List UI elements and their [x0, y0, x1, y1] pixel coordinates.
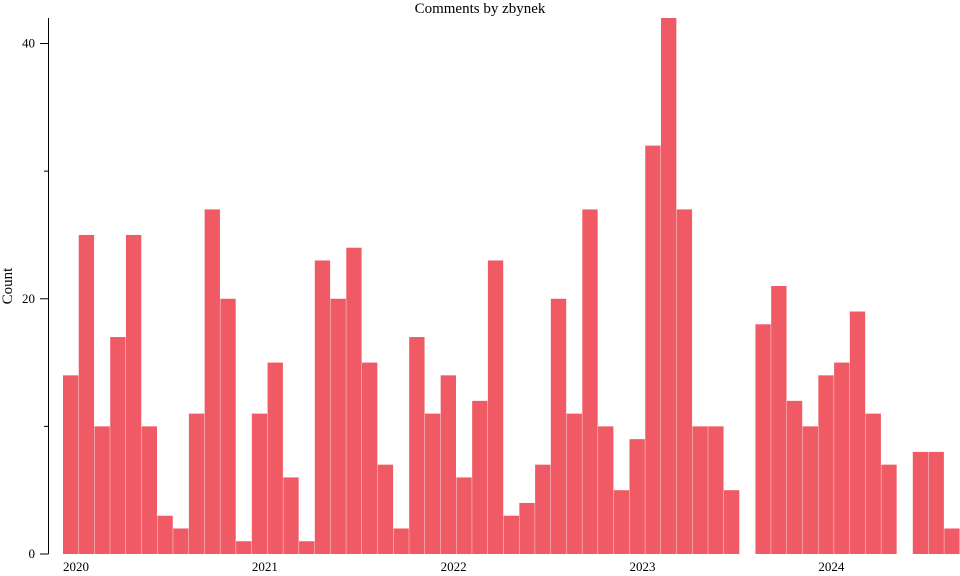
y-tick-label: 40	[22, 36, 35, 51]
x-tick-label: 2023	[630, 559, 656, 574]
bar	[424, 413, 441, 554]
bar	[188, 413, 205, 554]
bar	[944, 528, 960, 554]
bar	[661, 18, 677, 554]
bar	[519, 502, 535, 554]
bar	[802, 426, 818, 554]
bar	[220, 298, 236, 554]
bar	[786, 400, 803, 554]
bar	[63, 375, 79, 554]
bar	[456, 477, 472, 554]
bar	[236, 541, 252, 554]
bar	[110, 337, 126, 554]
bar	[346, 247, 362, 554]
y-tick-label: 0	[29, 546, 36, 561]
bar	[314, 260, 331, 554]
x-tick-label: 2021	[252, 559, 278, 574]
x-tick-label: 2020	[63, 559, 89, 574]
bar	[708, 426, 724, 554]
bar	[881, 464, 897, 554]
bars	[63, 18, 960, 554]
bar	[173, 528, 189, 554]
bar	[834, 362, 850, 554]
bar	[818, 375, 834, 554]
bar	[676, 209, 693, 554]
bar	[535, 464, 551, 554]
bar	[125, 234, 142, 554]
bar	[598, 426, 614, 554]
bar	[550, 298, 567, 554]
bar	[409, 337, 425, 554]
bar	[393, 528, 409, 554]
bar	[204, 209, 220, 554]
bar	[299, 541, 315, 554]
bar	[629, 439, 645, 554]
bar	[377, 464, 394, 554]
x-axis-ticks: 2020 2021 2022 2023 2024	[63, 559, 845, 574]
bar	[440, 375, 457, 554]
y-axis-ticks: 0 20 40	[22, 36, 49, 561]
bar	[78, 234, 95, 554]
bar	[771, 286, 787, 554]
bar	[723, 490, 740, 554]
bar	[582, 209, 598, 554]
bar	[251, 413, 268, 554]
chart-title: Comments by zbynek	[415, 1, 546, 17]
bar	[928, 451, 944, 554]
bar	[912, 451, 929, 554]
bar	[94, 426, 110, 554]
bar	[613, 490, 630, 554]
bar	[755, 324, 771, 554]
bar	[865, 413, 881, 554]
y-tick-label: 20	[22, 291, 35, 306]
bar	[472, 400, 488, 554]
bar	[283, 477, 299, 554]
bar	[157, 515, 173, 554]
bar	[141, 426, 158, 554]
bar	[849, 311, 866, 554]
bar	[362, 362, 378, 554]
bar	[566, 413, 582, 554]
x-tick-label: 2024	[818, 559, 845, 574]
bar	[487, 260, 504, 554]
bar	[267, 362, 283, 554]
x-tick-label: 2022	[441, 559, 467, 574]
bar	[503, 515, 519, 554]
y-axis-label: Count	[0, 267, 16, 305]
bar	[330, 298, 346, 554]
bar	[692, 426, 708, 554]
bar	[645, 145, 661, 554]
